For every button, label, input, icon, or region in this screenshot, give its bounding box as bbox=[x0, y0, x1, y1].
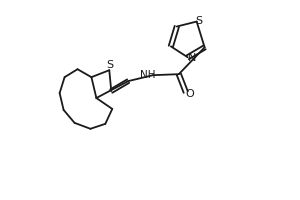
Text: NH: NH bbox=[140, 70, 155, 80]
Text: S: S bbox=[106, 60, 113, 70]
Text: N: N bbox=[188, 53, 196, 63]
Text: S: S bbox=[196, 16, 202, 26]
Text: O: O bbox=[185, 89, 194, 99]
